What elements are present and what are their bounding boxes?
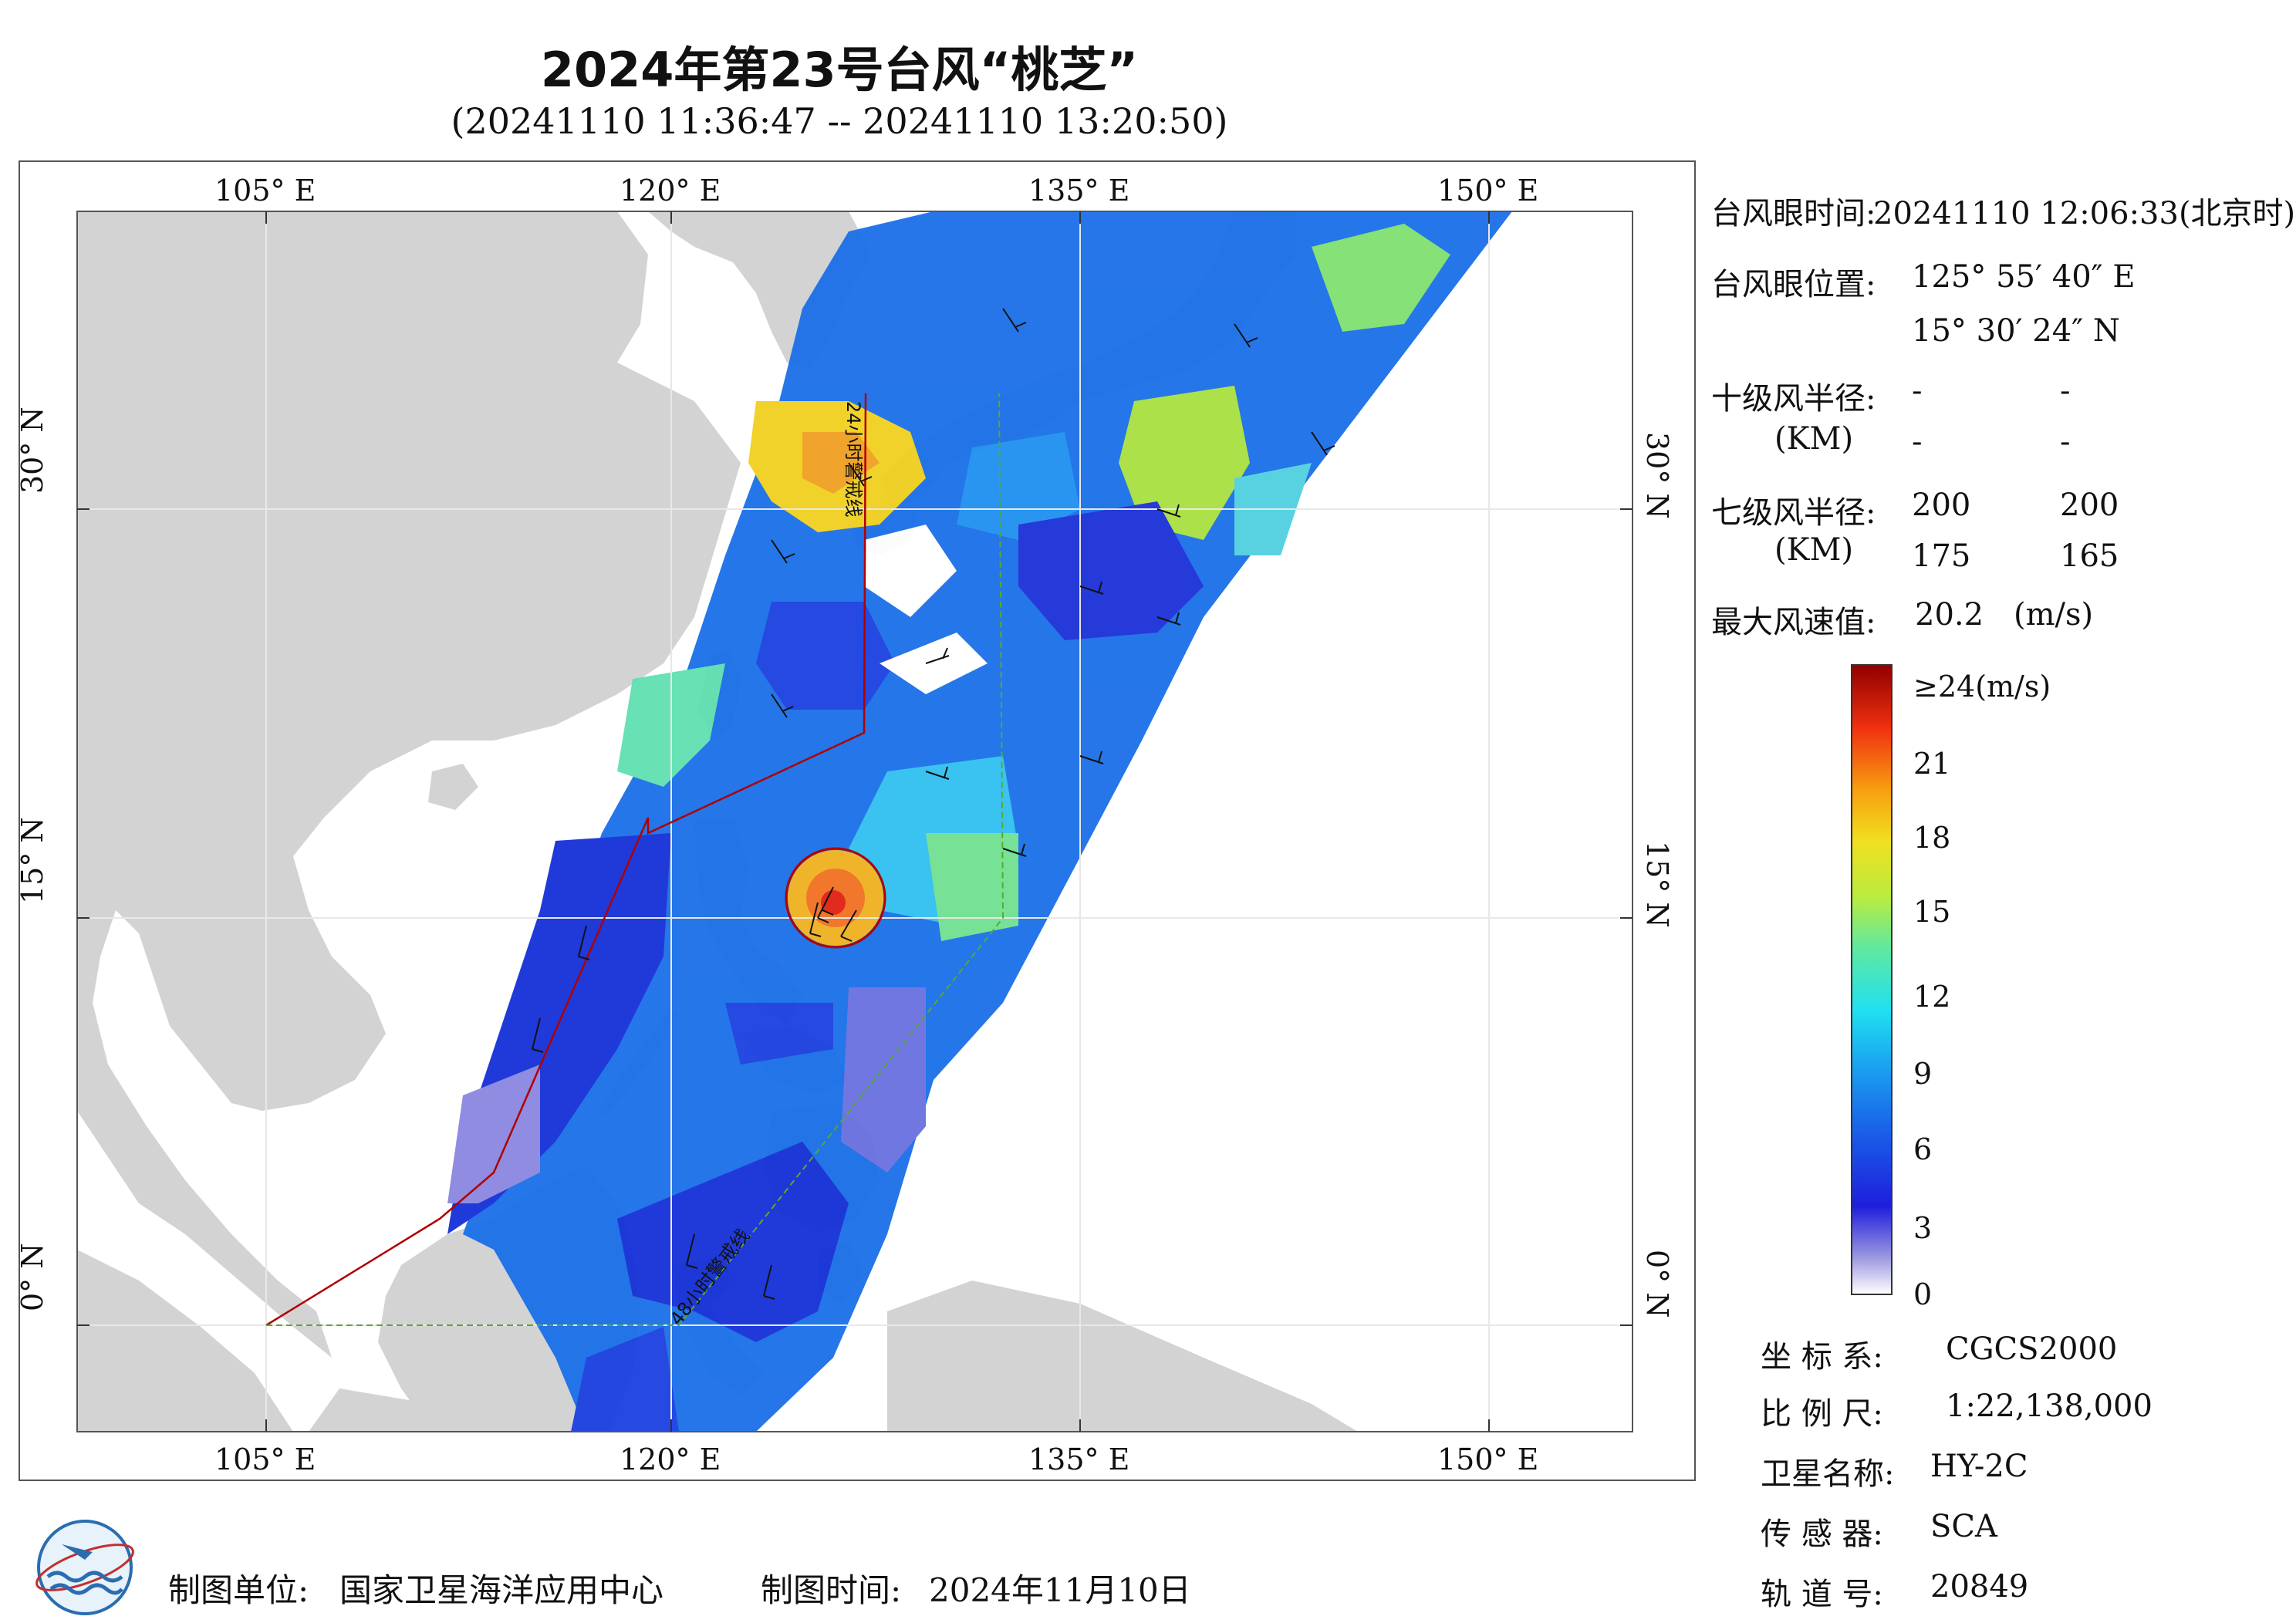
colorbar-tick-9: 9 — [1913, 1057, 1933, 1091]
colorbar-top-label: ≥24(m/s) — [1913, 670, 2051, 704]
warning-line-24h-label: 24小时警戒线 — [842, 401, 864, 518]
orbit-label: 轨 道 号: — [1761, 1577, 1883, 1612]
scale-value: 1:22,138,000 — [1946, 1388, 2152, 1424]
wind-barbs — [532, 308, 1335, 1300]
lat-label-right-15: 15° N — [1640, 841, 1674, 928]
eye-longitude: 125° 55′ 40″ E — [1912, 259, 2136, 295]
r7-value-nw: 165 — [2060, 538, 2119, 574]
colorbar-tick-15: 15 — [1913, 895, 1951, 929]
tick-marks — [77, 211, 1633, 1432]
r7-value-sw: 175 — [1912, 538, 1971, 574]
lat-label-right-30: 30° N — [1640, 432, 1674, 519]
scale-label: 比 例 尺: — [1761, 1396, 1883, 1432]
map-frame — [19, 160, 1696, 1481]
lon-label-top-105: 105° E — [214, 174, 316, 208]
satellite-value: HY-2C — [1930, 1449, 2028, 1484]
r10-value-se: - — [2060, 373, 2071, 409]
producer-label: 制图单位: — [168, 1571, 309, 1609]
sensor-value: SCA — [1930, 1509, 1997, 1544]
satellite-label: 卫星名称: — [1761, 1456, 1895, 1492]
r10-value-sw: - — [1912, 424, 1923, 460]
date-label: 制图时间: — [761, 1571, 902, 1609]
crs-value: CGCS2000 — [1946, 1331, 2118, 1367]
lon-label-top-120: 120° E — [620, 174, 721, 208]
typhoon-wind-radius-circle — [785, 847, 886, 949]
orbit-value: 20849 — [1930, 1569, 2029, 1604]
colorbar-tick-21: 21 — [1913, 747, 1951, 781]
lat-label-left-0: 0° N — [15, 1243, 49, 1311]
colorbar-tick-12: 12 — [1913, 980, 1951, 1014]
max-wind-label: 最大风速值: — [1711, 605, 1876, 640]
map-subtitle: (20241110 11:36:47 -- 20241110 13:20:50) — [451, 100, 1228, 142]
plot-area — [77, 211, 1633, 1432]
r10-label: 十级风半径: — [1711, 381, 1876, 417]
eye-time-value: 20241110 12:06:33(北京时) — [1873, 196, 2296, 231]
nsoas-logo — [35, 1520, 134, 1615]
max-wind-unit: (m/s) — [2014, 597, 2094, 633]
r10-unit: (KM) — [1774, 421, 1854, 457]
map-title: 2024年第23号台风“桃芝” — [540, 42, 1139, 98]
r7-value-se: 200 — [2060, 488, 2119, 523]
crs-label: 坐 标 系: — [1761, 1339, 1883, 1375]
lat-label-left-15: 15° N — [15, 817, 49, 904]
producer-value: 国家卫星海洋应用中心 — [339, 1571, 664, 1609]
r7-label: 七级风半径: — [1711, 495, 1876, 531]
lat-label-left-30: 30° N — [15, 407, 49, 494]
r10-value-nw: - — [2060, 424, 2071, 460]
r7-value-ne: 200 — [1912, 488, 1971, 523]
lon-label-bottom-105: 105° E — [214, 1442, 316, 1476]
eye-position-label: 台风眼位置: — [1711, 267, 1876, 302]
eye-time-label: 台风眼时间: — [1711, 196, 1876, 231]
colorbar-tick-18: 18 — [1913, 821, 1951, 855]
lon-label-bottom-135: 135° E — [1028, 1442, 1130, 1476]
lon-label-bottom-150: 150° E — [1437, 1442, 1539, 1476]
colorbar-tick-6: 6 — [1913, 1132, 1933, 1166]
plot-border — [76, 211, 1633, 1432]
max-wind-value: 20.2 — [1915, 597, 1984, 633]
lon-label-top-135: 135° E — [1028, 174, 1130, 208]
lon-label-top-150: 150° E — [1437, 174, 1539, 208]
warning-line-24h — [265, 393, 867, 1327]
colorbar-tick-0: 0 — [1913, 1277, 1933, 1311]
r7-unit: (KM) — [1774, 532, 1854, 568]
lon-label-bottom-120: 120° E — [620, 1442, 721, 1476]
date-value: 2024年11月10日 — [929, 1571, 1191, 1609]
colorbar — [1851, 664, 1893, 1295]
r10-value-ne: - — [1912, 373, 1923, 409]
eye-latitude: 15° 30′ 24″ N — [1912, 313, 2120, 349]
colorbar-tick-3: 3 — [1913, 1211, 1933, 1245]
sensor-label: 传 感 器: — [1761, 1517, 1883, 1552]
warning-line-48h — [266, 393, 1004, 1326]
lat-label-right-0: 0° N — [1640, 1250, 1674, 1318]
